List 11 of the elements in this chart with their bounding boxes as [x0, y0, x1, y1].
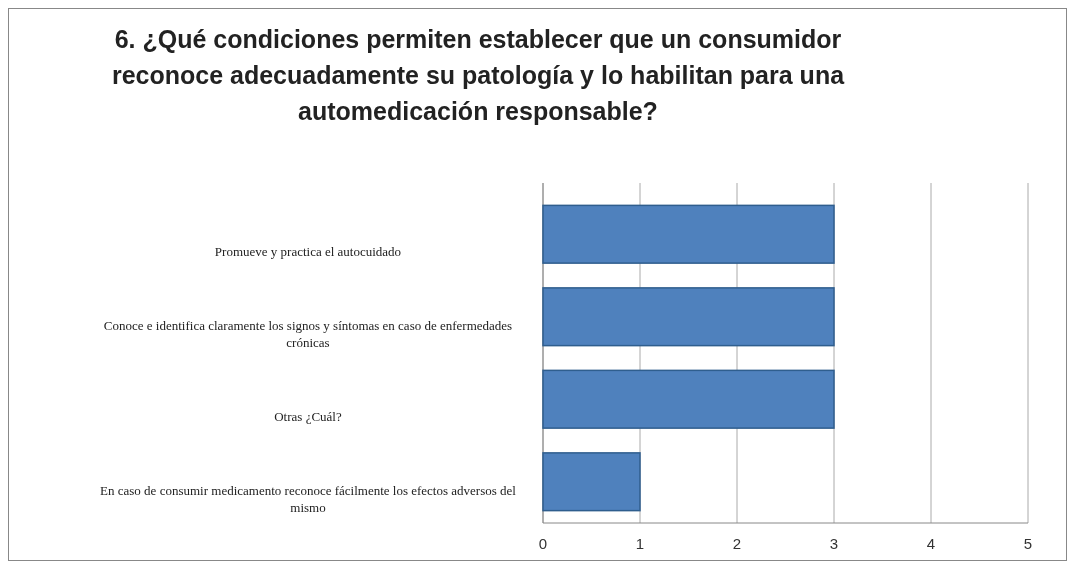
y-tick-label: Otras ¿Cuál? — [274, 409, 342, 425]
x-tick-label: 2 — [732, 535, 742, 552]
x-tick-label: 0 — [538, 535, 548, 552]
chart-title: 6. ¿Qué condiciones permiten establecer que un consumidor reconoce adecuadamente su patología y lo habilitan para una automedicación responsable? — [111, 25, 846, 125]
x-tick-label: 1 — [635, 535, 645, 552]
x-tick-label: 5 — [1023, 535, 1033, 552]
y-tick-label: Conoce e identifica claramente los signos y síntomas en caso de enfermedades crónicas — [103, 318, 513, 351]
x-tick-label: 3 — [829, 535, 839, 552]
y-tick-label: En caso de consumir medicamento reconoce fácilmente los efectos adversos del mismo — [100, 483, 517, 516]
y-tick-label: Promueve y practica el autocuidado — [214, 244, 402, 260]
x-tick-label: 4 — [926, 535, 936, 552]
